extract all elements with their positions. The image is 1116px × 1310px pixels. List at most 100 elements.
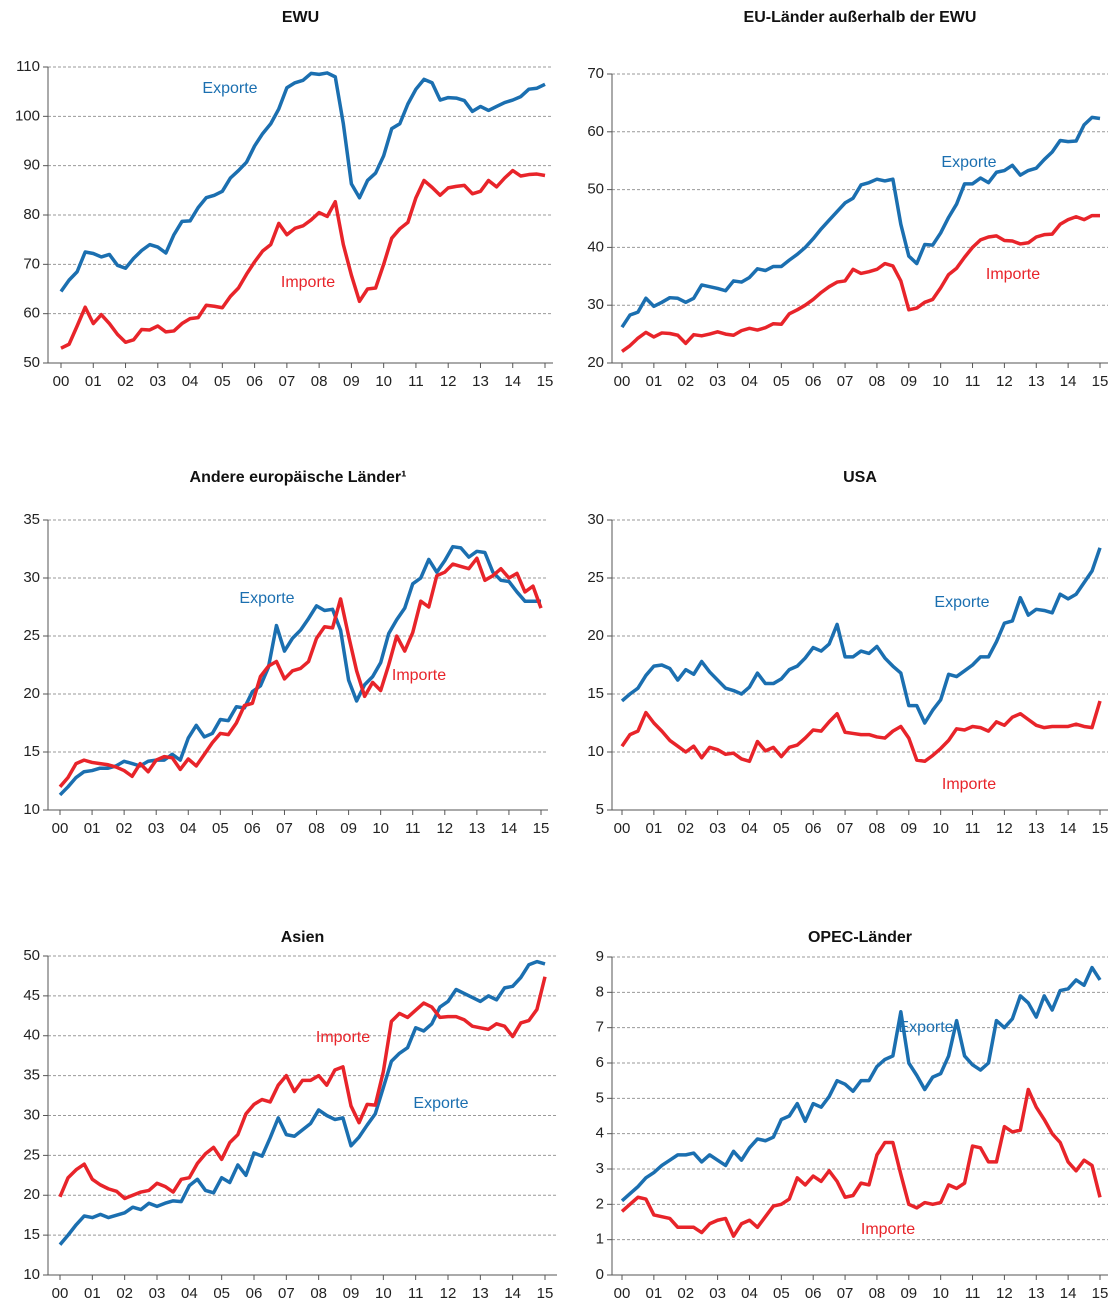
- series-label: Importe: [942, 776, 996, 793]
- y-tick-label: 3: [596, 1160, 604, 1177]
- x-tick-label: 05: [213, 1285, 230, 1302]
- x-tick-label: 06: [805, 1285, 822, 1302]
- x-tick-label: 14: [1060, 373, 1077, 390]
- x-tick-label: 09: [343, 373, 360, 390]
- x-tick-label: 06: [805, 820, 822, 837]
- x-tick-label: 05: [773, 373, 790, 390]
- x-tick-label: 14: [504, 1285, 521, 1302]
- y-tick-label: 60: [587, 123, 604, 140]
- x-tick-label: 14: [1060, 1285, 1077, 1302]
- x-tick-label: 11: [408, 373, 424, 390]
- y-tick-label: 30: [23, 1106, 40, 1123]
- x-tick-label: 12: [440, 1285, 457, 1302]
- panel: EWU 50 60 70 80 90 100 110 00 01 02 03 04 05 06 07 08 09 1…: [15, 9, 553, 390]
- x-tick-label: 02: [677, 373, 694, 390]
- x-tick-label: 13: [469, 820, 486, 837]
- x-tick-label: 13: [1028, 373, 1045, 390]
- x-tick-label: 11: [965, 820, 981, 837]
- x-tick-label: 05: [773, 820, 790, 837]
- y-tick-label: 25: [23, 627, 40, 644]
- panel-title: OPEC-Länder: [808, 929, 912, 946]
- y-tick-label: 20: [23, 1186, 40, 1203]
- y-tick-label: 50: [587, 181, 604, 198]
- x-tick-label: 05: [773, 1285, 790, 1302]
- x-tick-label: 04: [741, 1285, 758, 1302]
- x-tick-label: 11: [405, 820, 421, 837]
- x-tick-label: 15: [1092, 373, 1109, 390]
- panel: Andere europäische Länder¹ 10 15 20 25 30 35 00…: [23, 469, 549, 837]
- y-tick-label: 20: [587, 627, 604, 644]
- x-tick-label: 02: [677, 820, 694, 837]
- x-tick-label: 15: [1092, 820, 1109, 837]
- y-tick-label: 10: [23, 801, 40, 818]
- x-tick-label: 13: [1028, 1285, 1045, 1302]
- panel: EU-Länder außerhalb der EWU 20 30 40 50 60 70 0…: [587, 9, 1108, 390]
- x-tick-label: 01: [646, 1285, 663, 1302]
- x-tick-label: 00: [52, 1285, 69, 1302]
- x-tick-label: 09: [343, 1285, 360, 1302]
- y-tick-label: 30: [23, 569, 40, 586]
- x-tick-label: 12: [996, 373, 1013, 390]
- series-label: Importe: [861, 1221, 915, 1238]
- x-tick-label: 08: [869, 820, 886, 837]
- x-tick-label: 07: [837, 1285, 854, 1302]
- x-tick-label: 15: [533, 820, 550, 837]
- y-tick-label: 20: [587, 354, 604, 371]
- series-line: [620, 547, 1102, 725]
- x-tick-label: 10: [372, 820, 389, 837]
- y-tick-label: 4: [596, 1125, 604, 1142]
- x-tick-label: 06: [246, 373, 263, 390]
- y-tick-label: 40: [587, 238, 604, 255]
- x-tick-label: 01: [85, 373, 102, 390]
- x-tick-label: 14: [1060, 820, 1077, 837]
- x-tick-label: 07: [278, 1285, 295, 1302]
- series-label: Exporte: [941, 154, 996, 171]
- x-tick-label: 00: [53, 373, 70, 390]
- series-line: [620, 700, 1102, 764]
- x-tick-label: 07: [837, 820, 854, 837]
- x-tick-label: 04: [741, 373, 758, 390]
- y-tick-label: 50: [23, 947, 40, 964]
- y-tick-label: 0: [596, 1266, 604, 1283]
- x-tick-label: 10: [932, 373, 949, 390]
- x-tick-label: 01: [84, 1285, 101, 1302]
- y-tick-label: 30: [587, 511, 604, 528]
- series-label: Exporte: [239, 590, 294, 607]
- x-tick-label: 07: [276, 820, 293, 837]
- x-tick-label: 12: [436, 820, 453, 837]
- x-tick-label: 00: [52, 820, 69, 837]
- series-line: [58, 959, 546, 1246]
- series-label: Exporte: [934, 594, 989, 611]
- x-tick-label: 04: [182, 373, 199, 390]
- x-tick-label: 07: [837, 373, 854, 390]
- series-label: Importe: [392, 667, 446, 684]
- y-tick-label: 80: [23, 206, 40, 223]
- panel-title: USA: [843, 469, 877, 486]
- y-tick-label: 8: [596, 983, 604, 1000]
- x-tick-label: 04: [180, 820, 197, 837]
- series-line: [59, 71, 546, 293]
- panel-title: Asien: [281, 929, 325, 946]
- series-line: [60, 168, 546, 350]
- y-tick-label: 2: [596, 1195, 604, 1212]
- x-tick-label: 11: [408, 1285, 424, 1302]
- y-tick-label: 15: [23, 1226, 40, 1243]
- x-tick-label: 05: [212, 820, 229, 837]
- y-tick-label: 45: [23, 987, 40, 1004]
- x-tick-label: 15: [537, 1285, 554, 1302]
- x-tick-label: 03: [149, 1285, 166, 1302]
- y-tick-label: 25: [23, 1146, 40, 1163]
- x-tick-label: 04: [181, 1285, 198, 1302]
- x-tick-label: 04: [741, 820, 758, 837]
- y-tick-label: 70: [23, 255, 40, 272]
- panel-title: Andere europäische Länder¹: [190, 469, 407, 486]
- x-tick-label: 13: [1028, 820, 1045, 837]
- x-tick-label: 13: [472, 373, 489, 390]
- x-tick-label: 08: [310, 1285, 327, 1302]
- series-line: [620, 115, 1101, 329]
- y-tick-label: 15: [23, 743, 40, 760]
- x-tick-label: 14: [504, 373, 521, 390]
- x-tick-label: 01: [646, 373, 663, 390]
- y-tick-label: 6: [596, 1054, 604, 1071]
- x-tick-label: 03: [709, 1285, 726, 1302]
